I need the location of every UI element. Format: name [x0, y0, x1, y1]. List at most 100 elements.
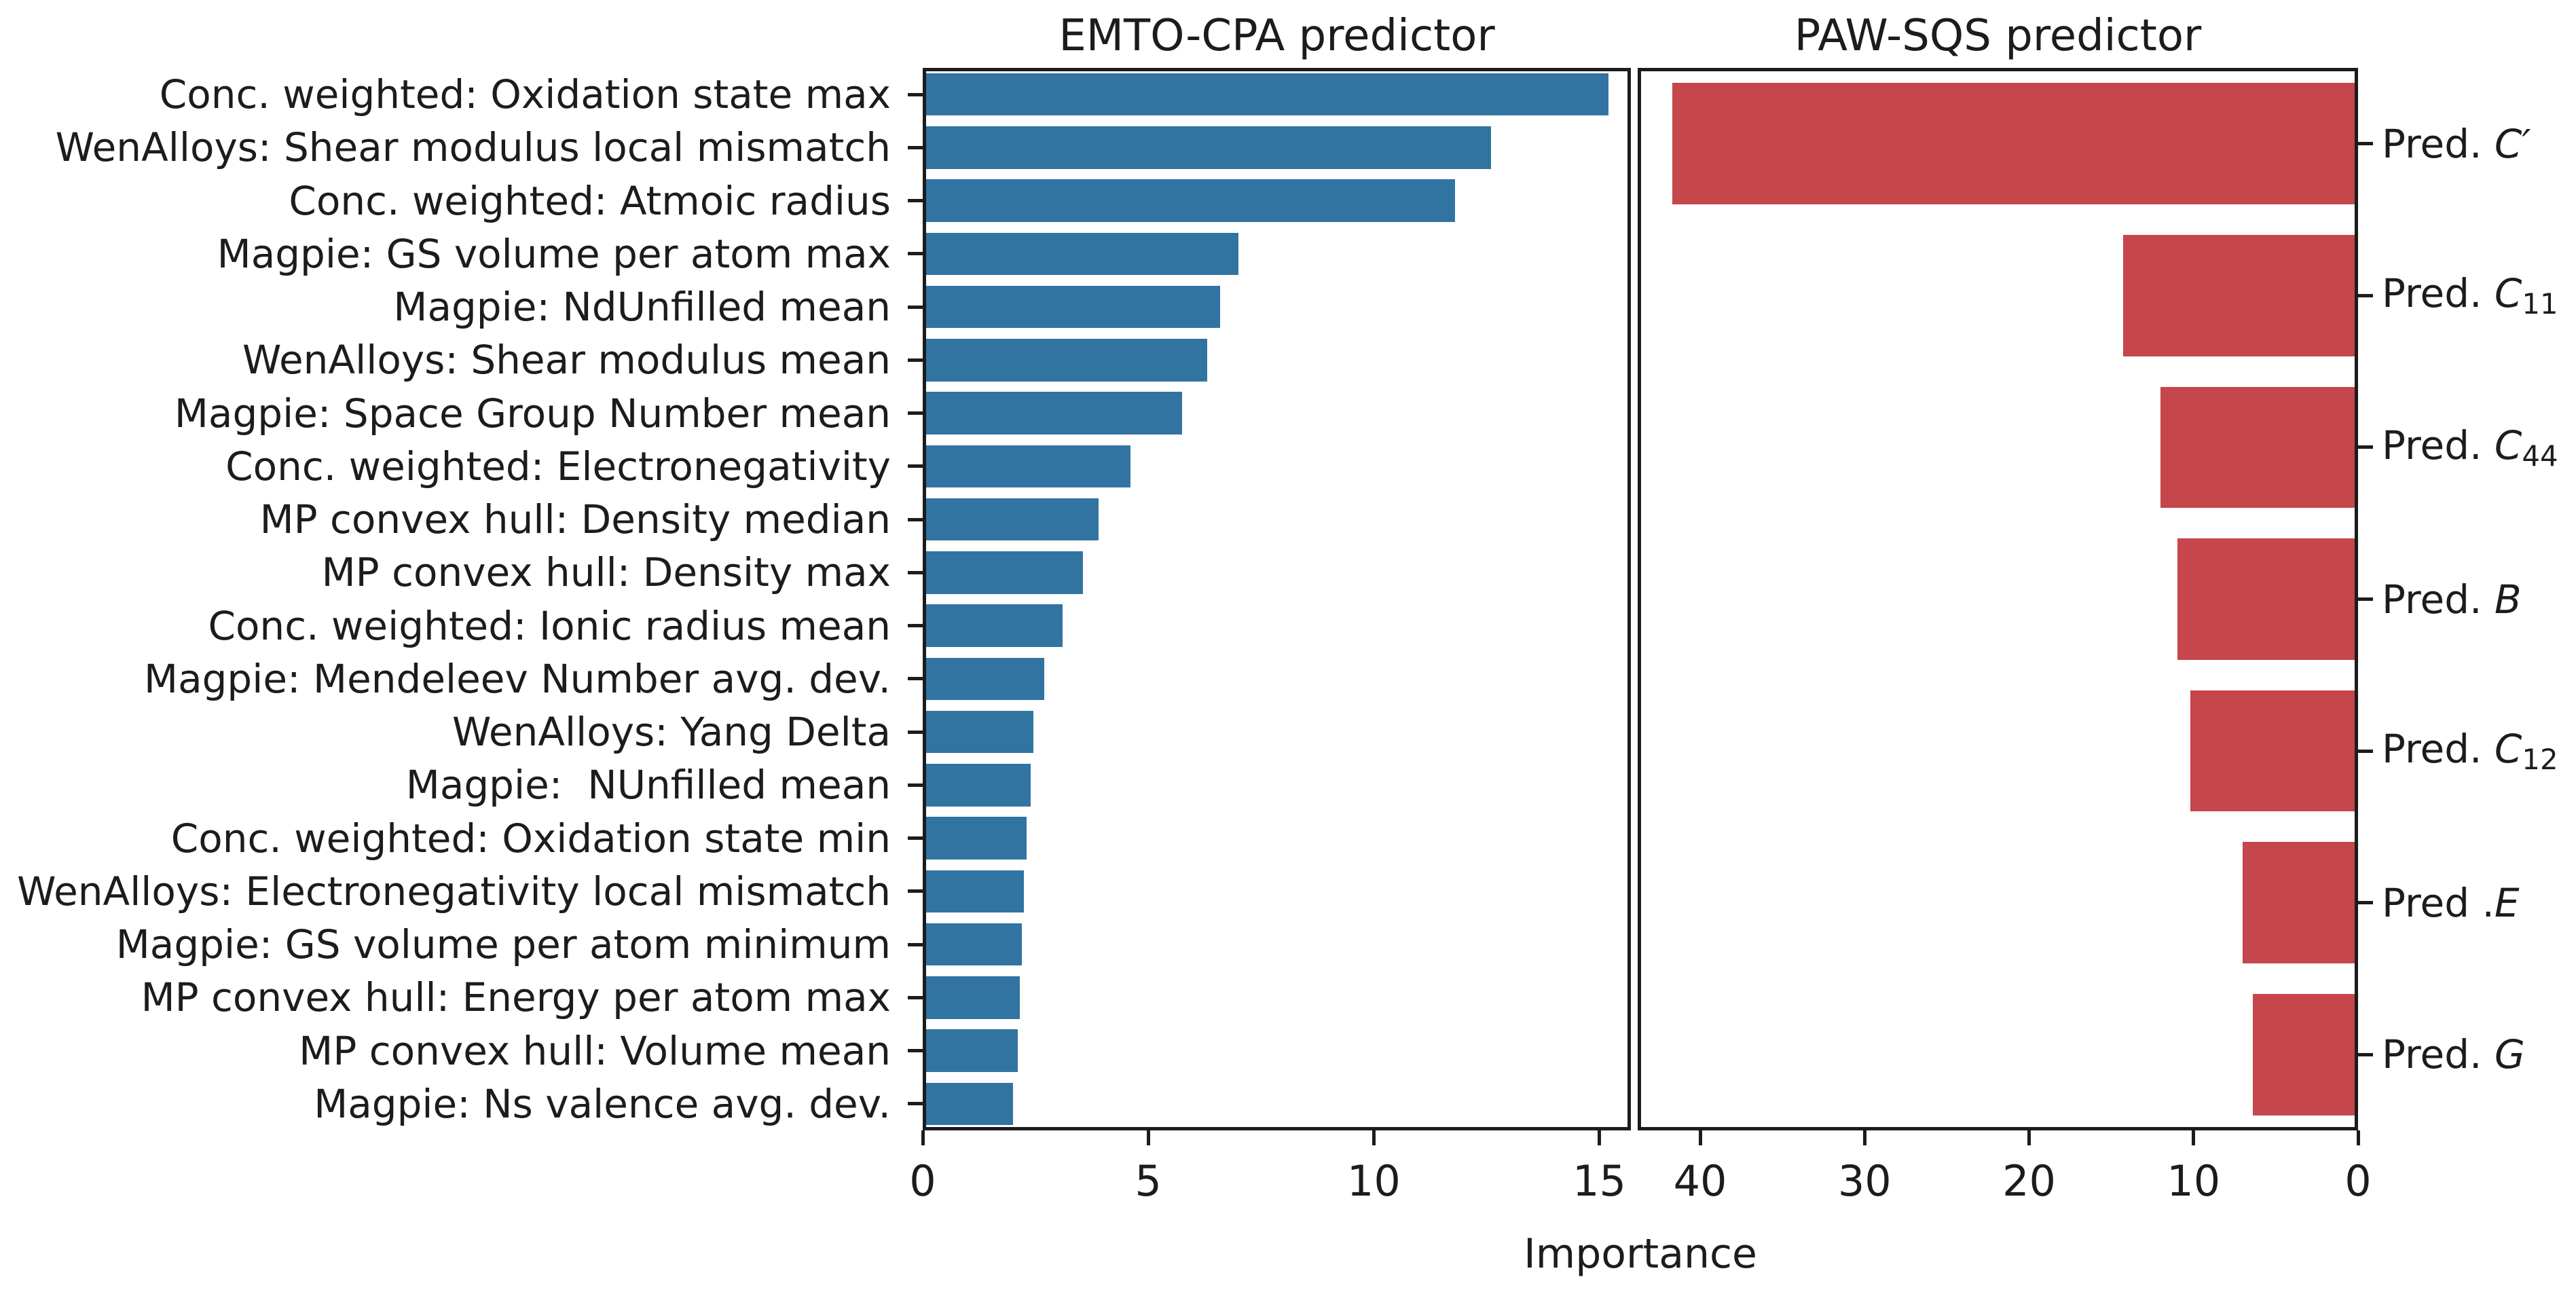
y-tick-mark [908, 624, 923, 628]
x-tick-mark [1597, 1130, 1601, 1145]
pred-label: Pred. C′ [2382, 120, 2531, 167]
x-tick-mark [2356, 1130, 2360, 1145]
importance-bar [2177, 538, 2358, 660]
x-tick-mark [1372, 1130, 1376, 1145]
y-tick-mark [908, 995, 923, 999]
x-tick-mark [2027, 1130, 2031, 1145]
importance-bar [923, 73, 1608, 116]
pred-symbol: G [2494, 1031, 2525, 1078]
feature-label: WenAlloys: Yang Delta [452, 709, 891, 756]
feature-label: Conc. weighted: Oxidation state min [170, 815, 891, 862]
feature-label: Conc. weighted: Oxidation state max [159, 71, 891, 118]
y-tick-mark [908, 252, 923, 256]
feature-label: WenAlloys: Shear modulus local mismatch [55, 124, 891, 171]
importance-bar [923, 710, 1033, 754]
y-tick-mark [2358, 749, 2373, 753]
y-tick-mark [908, 464, 923, 468]
importance-bar [923, 126, 1492, 169]
x-tick-label: 15 [1572, 1156, 1626, 1206]
y-tick-mark [908, 677, 923, 681]
pred-subscript: 12 [2522, 743, 2558, 777]
importance-bar [923, 817, 1027, 860]
importance-bar [923, 339, 1207, 382]
feature-label: WenAlloys: Shear modulus mean [242, 337, 891, 384]
pred-label: Pred .E [2382, 879, 2520, 926]
importance-bar [923, 764, 1031, 807]
y-tick-mark [908, 358, 923, 362]
importance-bar [923, 1082, 1013, 1126]
pred-symbol: C [2494, 725, 2522, 772]
y-tick-mark [2358, 901, 2373, 905]
y-tick-mark [908, 942, 923, 946]
feature-label: MP convex hull: Energy per atom max [141, 974, 891, 1021]
feature-label: Magpie: NUnfilled mean [405, 762, 891, 809]
importance-bar [923, 498, 1099, 541]
importance-bar [2122, 234, 2358, 356]
x-tick-label: 10 [1346, 1156, 1401, 1206]
x-tick-label: 10 [2167, 1156, 2221, 1206]
pred-label: Pred. B [2382, 576, 2522, 623]
pred-label: Pred. C44 [2382, 422, 2558, 473]
pred-subscript: 11 [2522, 287, 2558, 321]
feature-label: Conc. weighted: Ionic radius mean [208, 602, 891, 649]
pred-symbol: E [2494, 879, 2520, 926]
importance-bar [2190, 690, 2358, 812]
right-chart-title: PAW-SQS predictor [1794, 11, 2202, 61]
y-tick-mark [908, 836, 923, 841]
feature-label: MP convex hull: Volume mean [299, 1027, 891, 1074]
left-ylabel-column: Conc. weighted: Oxidation state max WenAl… [0, 68, 891, 1130]
x-tick-mark [1698, 1130, 1702, 1145]
importance-bar [923, 923, 1023, 966]
x-tick-label: 40 [1673, 1156, 1727, 1206]
pred-symbol: C [2494, 422, 2522, 468]
feature-label: Magpie: Ns valence avg. dev. [314, 1080, 891, 1127]
x-tick-label: 0 [2344, 1156, 2372, 1206]
y-tick-mark [908, 517, 923, 521]
y-tick-mark [908, 145, 923, 149]
y-tick-mark [908, 1102, 923, 1106]
left-chart-title: EMTO-CPA predictor [1059, 11, 1495, 61]
importance-bar [923, 604, 1063, 647]
y-tick-mark [2358, 445, 2373, 449]
pred-symbol: C′ [2494, 120, 2531, 167]
pred-label: Pred. C12 [2382, 725, 2558, 777]
x-tick-mark [921, 1130, 925, 1145]
feature-label: Magpie: NdUnfilled mean [393, 284, 891, 331]
x-tick-label: 30 [1837, 1156, 1892, 1206]
importance-bar [923, 657, 1045, 701]
feature-label: Magpie: GS volume per atom minimum [115, 921, 891, 968]
y-tick-mark [908, 730, 923, 734]
y-tick-mark [908, 783, 923, 787]
left-plot-area: 0 5 10 15 [908, 68, 1631, 1206]
x-tick-mark [1146, 1130, 1150, 1145]
feature-label: WenAlloys: Electronegativity local misma… [17, 868, 891, 915]
right-ylabel-column: Pred. C′ Pred. C11 Pred. C44 Pred. B Pred. C… [2382, 68, 2576, 1130]
y-tick-mark [908, 889, 923, 893]
importance-bar [923, 285, 1221, 329]
y-tick-mark [908, 199, 923, 203]
pred-symbol: B [2494, 576, 2522, 623]
importance-bar [923, 976, 1020, 1019]
feature-label: Magpie: GS volume per atom max [217, 230, 891, 277]
x-tick-label: 0 [909, 1156, 936, 1206]
y-tick-mark [2358, 293, 2373, 297]
importance-bar [923, 392, 1182, 435]
y-tick-mark [2358, 597, 2373, 601]
x-tick-mark [1862, 1130, 1866, 1145]
left-plot-frame [923, 68, 1631, 1130]
importance-bar [923, 445, 1130, 488]
importance-bar [923, 1029, 1018, 1072]
importance-bar [2243, 842, 2358, 964]
importance-bar [923, 232, 1239, 276]
feature-label: MP convex hull: Density median [259, 496, 891, 543]
y-tick-mark [908, 1049, 923, 1053]
feature-label: Magpie: Mendeleev Number avg. dev. [144, 655, 891, 702]
x-tick-label: 5 [1135, 1156, 1162, 1206]
pred-symbol: C [2494, 270, 2522, 317]
y-tick-mark [2358, 1052, 2373, 1056]
y-tick-mark [2358, 142, 2373, 146]
x-axis-label: Importance [1524, 1230, 1757, 1278]
feature-label: MP convex hull: Density max [321, 549, 891, 596]
importance-bar [2160, 386, 2358, 509]
